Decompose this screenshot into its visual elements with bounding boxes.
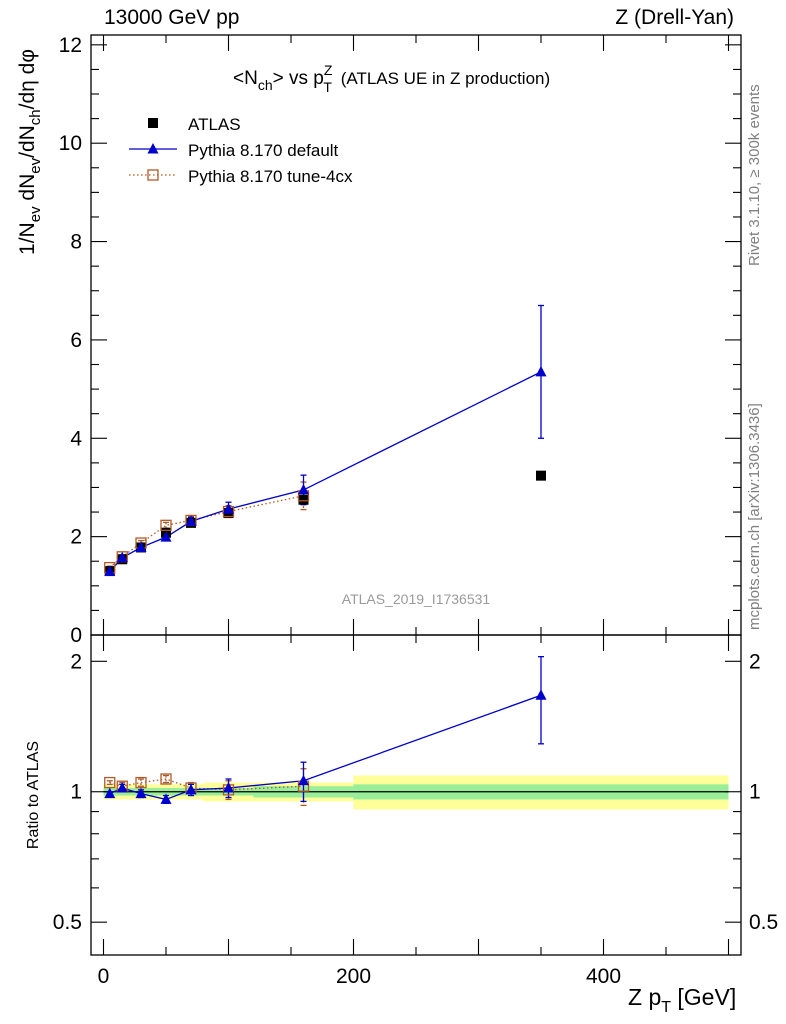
x-tick-label: 400 <box>586 965 621 988</box>
ratio-tune4cx-point <box>104 776 116 789</box>
rivet-version-note: Rivet 3.1.10, ≥ 300k events <box>746 84 763 266</box>
ratio-default-point <box>535 689 547 700</box>
default-point <box>160 531 172 542</box>
ratio-default-point <box>185 783 197 795</box>
ratio-y-axis-label: Ratio to ATLAS <box>25 741 42 849</box>
default-point <box>185 515 197 526</box>
ratio-default-point <box>160 793 172 804</box>
y-tick-label: 8 <box>70 231 82 254</box>
y-tick-label: 12 <box>59 34 82 57</box>
panel-frames <box>90 34 742 956</box>
atlas-data-point <box>298 494 309 505</box>
ratio-tick-label-right: 1 <box>749 781 761 804</box>
x-axis-label: Z pT [GeV] <box>628 984 736 1016</box>
legend: ATLAS Pythia 8.170 default Pythia 8.170 tu… <box>129 115 353 186</box>
ratio-tune4cx-point <box>160 773 172 785</box>
ratio-tick-label-left: 2 <box>70 650 82 673</box>
main-panel-marks <box>104 304 547 577</box>
y-axis-label: 1/Nev dNev/dNch/dη dφ <box>16 49 44 255</box>
y-tick-label: 0 <box>70 624 82 647</box>
y-tick-label: 4 <box>70 427 82 450</box>
analysis-label: ATLAS_2019_I1736531 <box>342 591 491 607</box>
x-tick-label: 0 <box>98 965 110 988</box>
ratio-tick-label-right: 2 <box>749 650 761 673</box>
ratio-default-point <box>104 787 116 799</box>
legend-atlas-marker <box>148 118 158 128</box>
default-point <box>104 565 116 577</box>
y-tick-label: 6 <box>70 329 82 352</box>
x-tick-label: 200 <box>336 965 371 988</box>
ratio-tick-label-left: 1 <box>70 781 82 804</box>
ratio-panel <box>103 775 729 810</box>
ratio-default-point <box>298 774 309 786</box>
mcplots-note: mcplots.cern.ch [arXiv:1306.3436] <box>746 403 763 630</box>
legend-default-marker <box>147 143 159 154</box>
header-right: Z (Drell-Yan) <box>615 6 734 29</box>
ratio-tick-label-right: 0.5 <box>749 911 778 934</box>
ratio-panel-marks <box>104 656 547 807</box>
ratio-tick-label-left: 0.5 <box>53 911 82 934</box>
tune4cx-point <box>160 519 172 531</box>
ratio-default-point <box>223 782 234 793</box>
y-tick-label: 10 <box>59 132 82 155</box>
ratio-default-point <box>135 787 147 799</box>
default-point <box>535 365 547 377</box>
chart-title: <Nch> vs pZ T (ATLAS UE in Z production) <box>233 62 550 95</box>
atlas-data-point <box>536 470 546 481</box>
y-tick-label: 2 <box>70 526 82 549</box>
default-point <box>223 503 234 514</box>
default-point <box>116 551 128 563</box>
legend-label: Pythia 8.170 default <box>188 141 339 160</box>
series-default-line <box>109 371 542 572</box>
legend-label: ATLAS <box>188 115 241 134</box>
legend-tune4cx-marker <box>147 169 159 181</box>
series-tune4cx-line <box>109 495 304 569</box>
default-point <box>135 541 147 552</box>
ratio-tune4cx-point <box>135 776 147 789</box>
header-left: 13000 GeV pp <box>104 6 240 29</box>
default-point <box>298 483 309 495</box>
ratio-default-point <box>116 782 128 793</box>
legend-label: Pythia 8.170 tune-4cx <box>188 167 353 186</box>
